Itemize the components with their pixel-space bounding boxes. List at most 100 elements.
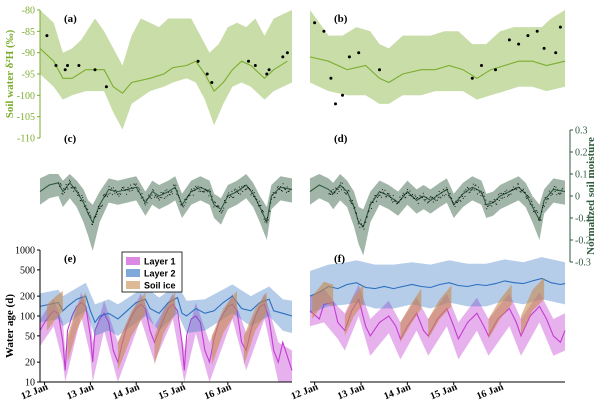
observation-point (482, 192, 484, 194)
observation-point (467, 187, 469, 189)
observation-point (562, 187, 564, 189)
observation-point (135, 184, 136, 186)
observation-point (360, 219, 362, 221)
observation-point (514, 188, 516, 189)
observation-point (109, 192, 111, 194)
observation-point (437, 199, 438, 201)
observation-point (432, 197, 433, 198)
observation-point (189, 194, 191, 196)
observation-point (251, 193, 253, 195)
observation-point (550, 195, 552, 196)
observation-point (387, 193, 389, 195)
observation-point (163, 197, 165, 199)
observation-point (196, 59, 200, 63)
observation-point (480, 64, 483, 67)
observation-point (491, 205, 493, 207)
observation-point (353, 207, 355, 209)
observation-point (163, 192, 164, 194)
observation-point (341, 93, 344, 97)
soil-ice-band (243, 292, 267, 366)
observation-point (370, 201, 372, 203)
observation-point (196, 187, 198, 189)
observation-point (392, 195, 394, 196)
observation-point (112, 187, 114, 189)
observation-point (176, 193, 178, 195)
y-tick-label: -85 (22, 27, 35, 38)
observation-point (486, 208, 488, 210)
observation-point (133, 183, 135, 185)
observation-point (206, 189, 207, 191)
observation-point (437, 197, 439, 198)
observation-point (89, 214, 91, 216)
observation-point (422, 192, 424, 194)
observation-point (232, 197, 234, 198)
observation-point (498, 200, 500, 201)
observation-point (121, 189, 122, 190)
observation-point (332, 189, 334, 191)
observation-point (146, 202, 148, 204)
observation-point (509, 190, 511, 192)
observation-point (500, 197, 502, 199)
observation-point (150, 198, 152, 199)
observation-point (149, 196, 150, 198)
observation-point (490, 200, 492, 202)
x-tick-label: 15 Jan (157, 381, 188, 402)
observation-point (546, 199, 548, 201)
observation-point (480, 195, 482, 197)
observation-point (98, 208, 100, 209)
uncertainty-band (310, 174, 565, 256)
observation-point (77, 195, 79, 196)
y-tick-label: -105 (17, 112, 35, 123)
observation-point (96, 214, 98, 215)
observation-point (115, 189, 117, 191)
y-tick-label: 0.3 (575, 126, 588, 137)
observation-point (242, 191, 244, 192)
observation-points (328, 182, 564, 230)
observation-points (58, 179, 291, 225)
soil-ice-band (428, 285, 452, 339)
observation-point (116, 192, 117, 193)
observation-point (516, 189, 518, 191)
observation-point (357, 51, 361, 55)
observation-point (547, 198, 549, 200)
observation-point (433, 198, 435, 200)
observation-point (121, 187, 123, 188)
observation-point (528, 196, 529, 198)
observation-point (396, 203, 397, 205)
observation-point (166, 189, 168, 191)
observation-point (233, 196, 235, 198)
observation-point (79, 200, 81, 201)
observation-point (67, 188, 69, 190)
observation-point (188, 194, 190, 196)
observation-point (267, 68, 271, 72)
observation-point (412, 194, 413, 195)
observation-point (140, 193, 141, 195)
observation-point (558, 25, 562, 29)
observation-point (123, 186, 125, 188)
observation-point (162, 192, 164, 194)
observation-point (477, 193, 478, 195)
observation-point (191, 188, 192, 190)
observation-point (287, 190, 289, 192)
observation-point (144, 202, 145, 204)
observation-point (228, 192, 230, 194)
observation-point (447, 189, 448, 190)
observation-point (262, 211, 264, 213)
observation-point (389, 195, 391, 197)
legend-swatch (126, 257, 140, 265)
observation-point (413, 198, 415, 199)
observation-point (247, 186, 249, 188)
observation-point (193, 188, 195, 189)
y-axis-title: Soil water δ²H (‰) (4, 29, 16, 118)
panel-d: (d) 0.3 0.2 0.1 0 -0.1 -0.2 -0.3 Normalized soil… (309, 126, 597, 269)
observation-point (331, 190, 332, 192)
observation-point (378, 194, 380, 196)
x-tick-label: 13 Jan (65, 381, 96, 402)
observation-point (63, 188, 65, 190)
observation-point (379, 194, 381, 196)
observation-point (263, 218, 265, 220)
observation-point (489, 204, 491, 206)
observation-point (397, 203, 398, 204)
observation-point (364, 221, 366, 223)
legend-label: Layer 1 (144, 257, 176, 267)
